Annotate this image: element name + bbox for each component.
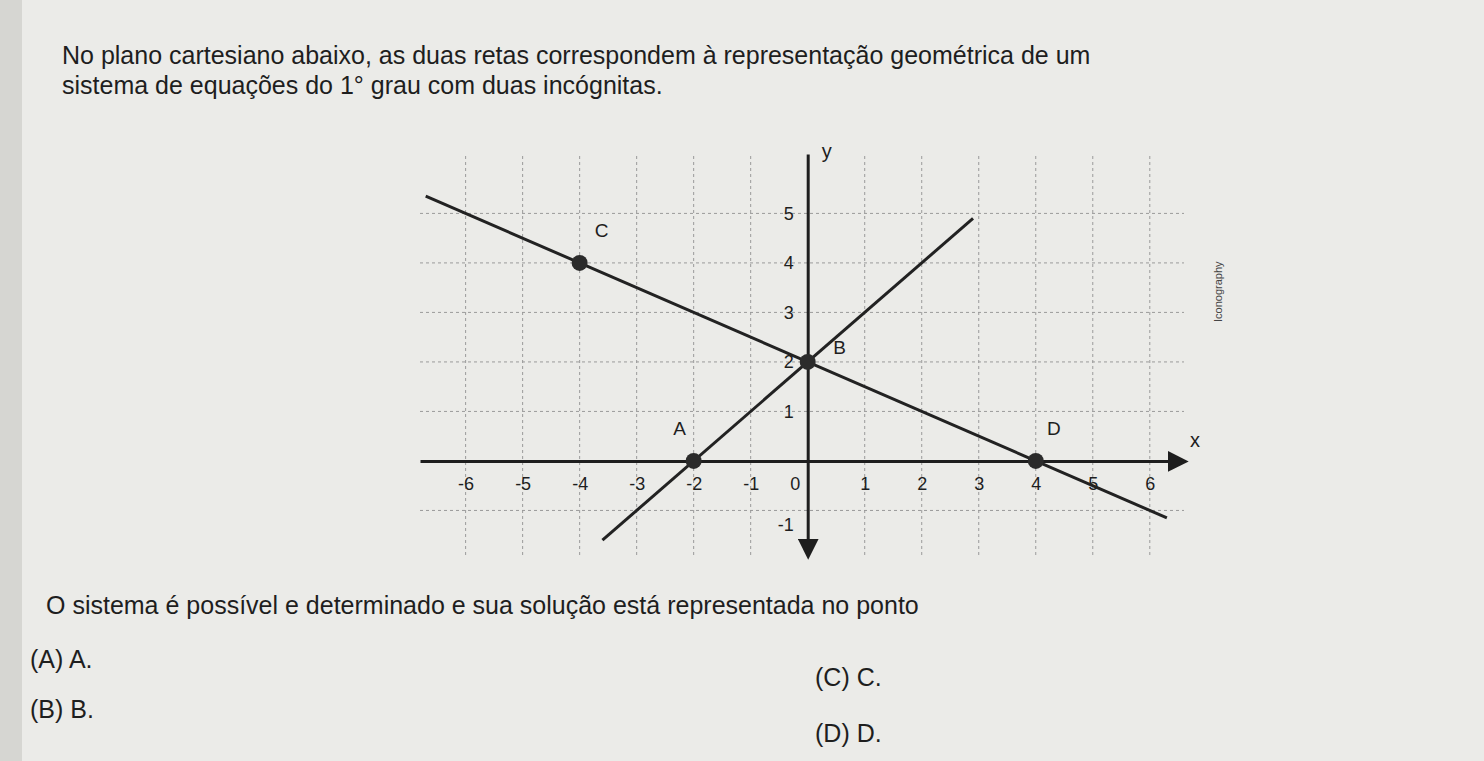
x-tick: 6 — [1145, 461, 1155, 494]
x-tick-label: -5 — [515, 474, 531, 494]
point — [1028, 453, 1044, 469]
grid-line — [693, 154, 694, 555]
plot-area — [426, 196, 1167, 540]
x-tick-label: -1 — [743, 474, 759, 494]
point-label: C — [595, 220, 609, 241]
intro-line: sistema de equações do 1° grau com duas … — [62, 71, 663, 99]
grid-line — [750, 154, 751, 555]
option: (A) A. — [30, 645, 93, 673]
x-tick-label: 0 — [790, 474, 800, 494]
grid-line — [1035, 154, 1036, 555]
y-tick: 4 — [784, 253, 808, 273]
point-label: B — [833, 337, 846, 358]
y-tick-label: 4 — [784, 253, 794, 273]
x-axis-title: x — [1190, 429, 1200, 451]
grid-line — [636, 154, 637, 555]
grid-line — [1092, 154, 1093, 555]
question: O sistema é possível e determinado e sua… — [46, 591, 919, 619]
x-tick-label: -6 — [458, 474, 474, 494]
x-axis-line — [421, 460, 1185, 463]
page: No plano cartesiano abaixo, as duas reta… — [0, 0, 1484, 761]
grid-line — [1149, 154, 1150, 555]
y-tick: 3 — [784, 303, 808, 323]
grid-line — [420, 510, 1184, 511]
point — [800, 354, 816, 370]
grid-line — [864, 154, 865, 555]
y-tick-label: 3 — [784, 303, 794, 323]
credit: Iconography — [1212, 261, 1224, 322]
binding-edge — [0, 0, 22, 761]
background — [0, 0, 1484, 761]
grid-line — [420, 312, 1184, 313]
x-tick: 3 — [974, 461, 984, 494]
x-tick-label: -3 — [629, 474, 645, 494]
x-tick: 1 — [860, 461, 870, 494]
y-tick-label: 5 — [784, 204, 794, 224]
grid-line — [921, 154, 922, 555]
y-tick: 5 — [784, 204, 808, 224]
option: (C) C. — [815, 663, 882, 691]
point — [686, 453, 702, 469]
line — [426, 196, 1167, 518]
x-tick: 2 — [917, 461, 927, 494]
x-tick: -5 — [515, 461, 531, 494]
grid-line — [579, 154, 580, 555]
x-tick-label: 6 — [1145, 474, 1155, 494]
x-tick: -1 — [743, 461, 759, 494]
y-tick-label: 1 — [784, 402, 794, 422]
grid-line — [420, 411, 1184, 412]
grid-line — [522, 154, 523, 555]
x-tick-label: 3 — [974, 474, 984, 494]
point — [572, 255, 588, 271]
x-tick: -4 — [572, 461, 588, 494]
grid-line — [420, 213, 1184, 214]
x-tick-label: -4 — [572, 474, 588, 494]
option: (D) D. — [815, 719, 882, 747]
x-tick-label: -2 — [686, 474, 702, 494]
y-tick: 1 — [784, 402, 808, 422]
intro-line: No plano cartesiano abaixo, as duas reta… — [62, 41, 1090, 69]
y-tick: -1 — [778, 511, 808, 535]
x-tick-label: 1 — [860, 474, 870, 494]
x-tick: -6 — [458, 461, 474, 494]
line — [602, 218, 973, 540]
grid-line — [978, 154, 979, 555]
x-tick-label: 4 — [1031, 474, 1041, 494]
grid-line — [420, 262, 1184, 263]
y-axis-title: y — [822, 140, 832, 162]
point-label: D — [1047, 418, 1061, 439]
option: (B) B. — [30, 695, 94, 723]
x-tick: -3 — [629, 461, 645, 494]
x-tick-label: 2 — [917, 474, 927, 494]
point-label: A — [673, 418, 686, 439]
y-tick-label: -1 — [778, 515, 794, 535]
grid — [420, 154, 1184, 555]
x-tick: 0 — [790, 461, 808, 494]
